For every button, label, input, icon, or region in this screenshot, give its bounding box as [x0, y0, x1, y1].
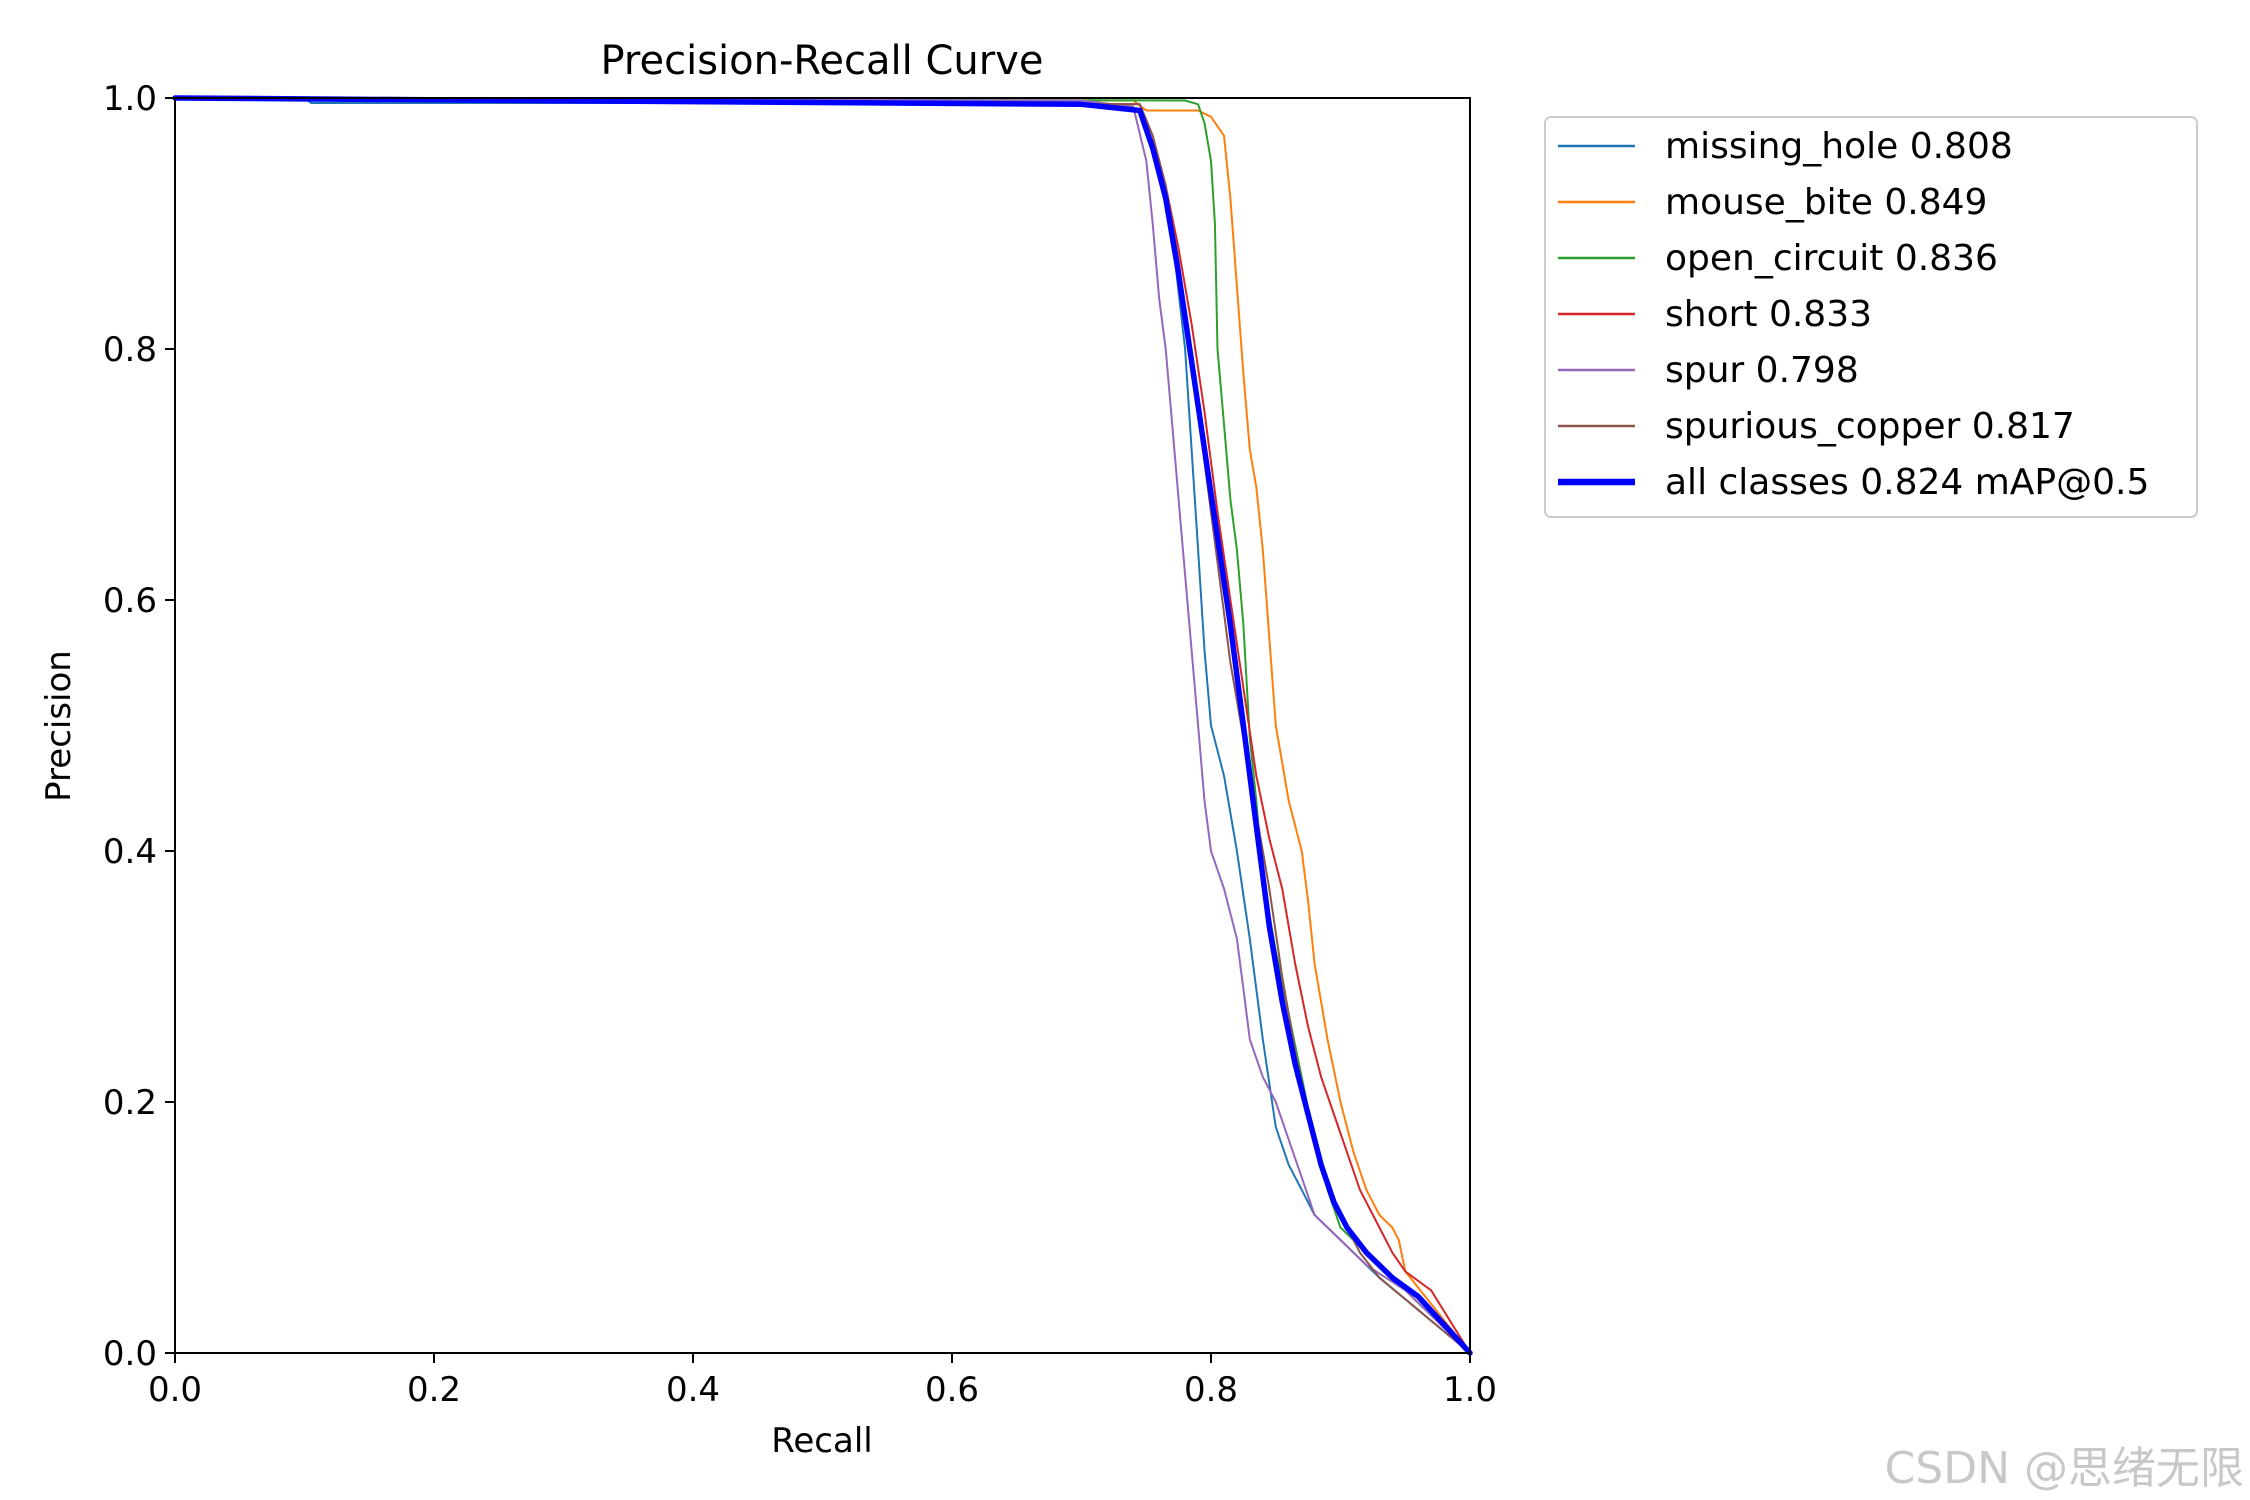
y-tick-label: 1.0 [103, 79, 157, 119]
x-tick-label: 0.8 [1184, 1370, 1238, 1410]
legend-entries: missing_hole 0.808 mouse_bite 0.849 open_c… [1558, 126, 2149, 503]
chart-title: Precision-Recall Curve [601, 38, 1044, 84]
legend-label-3: short 0.833 [1665, 294, 1872, 335]
plot-area [175, 98, 1470, 1353]
legend-label-5: spurious_copper 0.817 [1665, 406, 2075, 447]
y-tick-label: 0.8 [103, 330, 157, 370]
x-tick-label: 0.4 [666, 1370, 720, 1410]
x-tick-label: 0.0 [148, 1370, 202, 1410]
legend-label-0: missing_hole 0.808 [1665, 126, 2013, 167]
series-layer [172, 95, 1473, 1356]
series-line-6 [172, 95, 1473, 1356]
x-tick-label: 0.2 [407, 1370, 461, 1410]
x-axis-label: Recall [771, 1421, 872, 1461]
legend: missing_hole 0.808 mouse_bite 0.849 open_c… [1544, 116, 2198, 518]
plot-frame [174, 97, 1471, 1354]
legend-label-6: all classes 0.824 mAP@0.5 [1665, 462, 2149, 503]
series-line-1 [174, 97, 1471, 1354]
x-tick-label: 0.6 [925, 1370, 979, 1410]
y-tick-label: 0.4 [103, 832, 157, 872]
y-tick-label: 0.6 [103, 581, 157, 621]
series-line-3 [174, 97, 1471, 1354]
legend-box [1544, 116, 2198, 518]
x-tick-label: 1.0 [1443, 1370, 1497, 1410]
legend-label-1: mouse_bite 0.849 [1665, 182, 1987, 223]
x-axis-ticks: 0.0 0.2 0.4 0.6 0.8 1.0 [148, 1353, 1497, 1410]
series-line-4 [174, 97, 1471, 1354]
y-axis-ticks: 0.0 0.2 0.4 0.6 0.8 1.0 [103, 79, 175, 1374]
y-axis-label: Precision [39, 650, 79, 802]
y-tick-label: 0.2 [103, 1083, 157, 1123]
watermark: CSDN @思绪无限 [1884, 1443, 2244, 1494]
legend-label-2: open_circuit 0.836 [1665, 238, 1998, 279]
legend-label-4: spur 0.798 [1665, 350, 1859, 391]
y-tick-label: 0.0 [103, 1334, 157, 1374]
